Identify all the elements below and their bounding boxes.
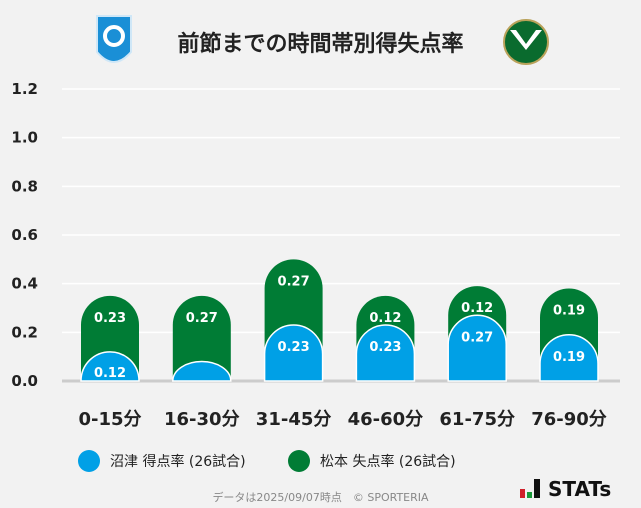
y-tick-label: 1.2 [11,80,38,98]
x-tick-label: 61-75分 [439,409,515,430]
bar-home [539,334,599,382]
x-tick-label: 46-60分 [348,409,424,430]
data-label-away: 0.12 [369,311,401,326]
home-team-logo [96,15,132,63]
y-tick-label: 0.8 [11,177,38,195]
bar-home [172,360,232,382]
legend-item-home: 沼津 得点率 (26試合) [78,450,246,472]
stats-bars-icon [520,479,540,498]
legend-label: 沼津 得点率 (26試合) [110,454,246,470]
bar-away [172,295,231,381]
y-tick-label: 0.0 [11,372,38,390]
data-label-away: 0.19 [553,304,585,319]
x-tick-label: 0-15分 [78,409,141,430]
y-tick-label: 1.0 [11,129,38,147]
x-tick-label: 31-45分 [256,409,332,430]
brand-logo: STATs [520,477,611,501]
data-label-away: 0.23 [94,311,126,326]
x-tick-label: 16-30分 [164,409,240,430]
x-tick-label: 76-90分 [531,409,607,430]
legend-swatch [78,450,100,472]
data-label-away: 0.12 [461,301,493,316]
data-label-home: 0.27 [461,330,493,345]
data-label-home: 0.23 [278,340,310,355]
bar-home [80,351,140,382]
away-team-logo [503,19,549,65]
chart-title: 前節までの時間帯別得失点率 [177,32,464,57]
y-tick-label: 0.2 [11,323,38,341]
y-tick-label: 0.6 [11,226,38,244]
y-tick-label: 0.4 [11,275,38,293]
data-label-away: 0.27 [278,274,310,289]
bar-home [263,324,324,382]
data-label-away: 0.27 [186,311,218,326]
legend-swatch [288,450,310,472]
data-label-home: 0.19 [553,350,585,365]
bar-home [447,314,507,382]
legend-item-away: 松本 失点率 (26試合) [288,450,456,472]
data-label-home: 0.23 [369,340,401,355]
bar-home [355,324,416,382]
footer-note: データは2025/09/07時点 © SPORTERIA [212,491,429,504]
chart-plot: 0.0 0.2 0.4 0.6 0.8 1.0 1.2 0.23 0.12 0-15分 0.27 16… [11,80,620,430]
team-logos [96,15,549,65]
brand-text: STATs [548,477,612,501]
data-label-home: 0.12 [94,366,126,381]
legend-label: 松本 失点率 (26試合) [320,454,456,470]
